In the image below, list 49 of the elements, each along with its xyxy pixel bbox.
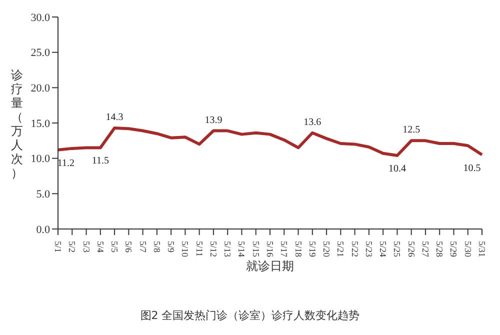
line-series <box>56 126 484 158</box>
data-label: 13.9 <box>204 114 222 126</box>
x-tick-label: 5/13 <box>222 241 233 258</box>
x-tick-label: 5/3 <box>81 241 92 253</box>
x-tick-label: 5/10 <box>180 241 190 258</box>
x-tick-label: 5/22 <box>350 241 360 258</box>
data-label: 10.4 <box>388 164 406 175</box>
x-tick-label: 5/7 <box>138 241 148 253</box>
x-tick-label: 5/11 <box>194 241 204 257</box>
y-tick-label: 30.0 <box>30 12 50 24</box>
x-tick-label: 5/25 <box>392 241 402 258</box>
x-tick-label: 5/19 <box>307 241 318 258</box>
x-tick-label: 5/15 <box>250 241 261 258</box>
y-tick-label: 20.0 <box>30 82 50 95</box>
x-tick-label: 5/23 <box>364 241 374 258</box>
x-tick-label: 5/12 <box>208 241 218 258</box>
data-label: 10.5 <box>463 162 481 174</box>
x-tick-label: 5/29 <box>448 241 459 258</box>
x-tick-label: 5/28 <box>434 241 445 258</box>
y-tick-label: 10.0 <box>30 153 50 166</box>
data-label: 11.5 <box>92 156 109 167</box>
x-tick-label: 5/30 <box>462 241 473 258</box>
x-tick-label: 5/31 <box>477 241 487 258</box>
x-tick-label: 5/18 <box>293 241 304 258</box>
x-tick-label: 5/20 <box>322 241 332 258</box>
x-tick-label: 5/8 <box>152 241 162 253</box>
data-label: 14.3 <box>106 112 124 123</box>
x-tick-label: 5/16 <box>265 241 275 258</box>
x-tick-label: 5/4 <box>95 241 106 253</box>
y-axis-title: 诊疗量（万人次） <box>10 68 24 180</box>
data-label: 12.5 <box>402 124 420 136</box>
y-tick-label: 15.0 <box>30 118 50 130</box>
x-tick-label: 5/14 <box>236 241 247 258</box>
data-label: 13.6 <box>304 116 322 128</box>
x-tick-label: 5/24 <box>378 241 388 258</box>
x-tick-label: 5/2 <box>67 241 78 253</box>
y-tick-label: 0.0 <box>36 224 50 236</box>
y-tick-label: 5.0 <box>36 188 50 201</box>
x-axis-title: 就诊日期 <box>245 258 295 275</box>
x-tick-label: 5/27 <box>420 241 430 258</box>
x-tick-label: 5/9 <box>166 241 176 253</box>
x-tick-label: 5/5 <box>110 241 120 253</box>
y-tick-label: 25.0 <box>30 47 50 60</box>
x-tick-label: 5/17 <box>279 241 290 258</box>
x-tick-label: 5/1 <box>53 241 63 253</box>
x-tick-label: 5/6 <box>124 241 134 253</box>
x-tick-label: 5/21 <box>336 241 346 258</box>
x-tick-label: 5/26 <box>406 241 416 258</box>
caption: 图2 全国发热门诊（诊室）诊疗人数变化趋势 <box>139 308 361 323</box>
